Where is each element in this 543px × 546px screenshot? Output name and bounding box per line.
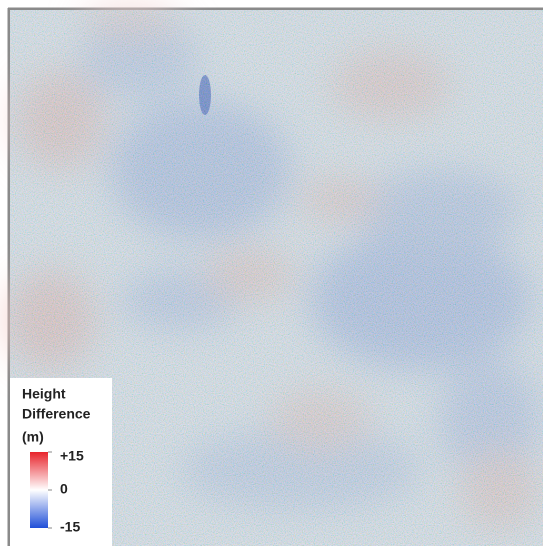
height-difference-image — [5, 5, 543, 546]
legend-box — [10, 378, 112, 546]
legend-title: (m) — [22, 429, 44, 445]
color-bar-label: +15 — [60, 448, 84, 464]
legend-title: Difference — [22, 406, 91, 422]
legend-title: Height — [22, 386, 66, 402]
color-bar — [30, 452, 48, 528]
color-bar-label: 0 — [60, 481, 68, 497]
legend: Height Difference (m) +15 0 -15 — [10, 378, 112, 546]
color-bar-label: -15 — [60, 519, 80, 535]
